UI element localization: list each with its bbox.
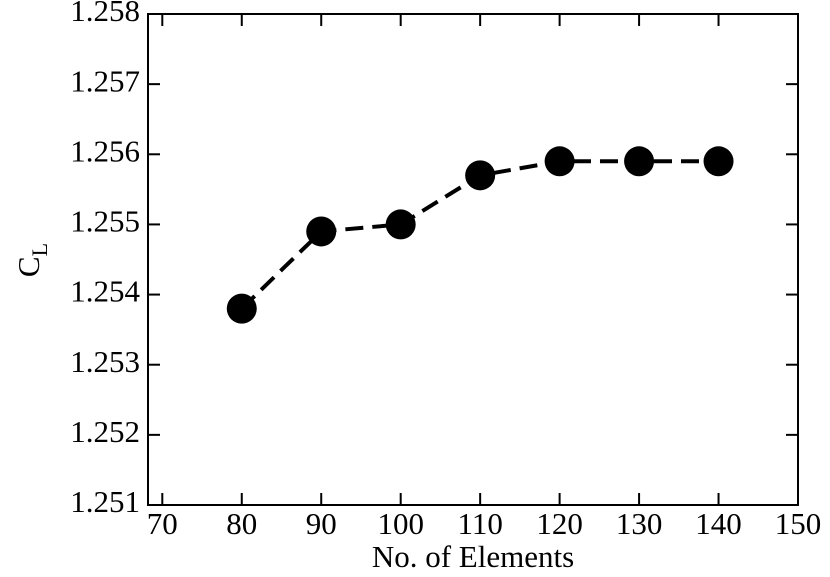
- data-point: [306, 216, 337, 247]
- x-tick-label: 70: [147, 506, 178, 541]
- x-tick-label: 90: [306, 506, 337, 541]
- data-point: [385, 209, 416, 240]
- data-point: [624, 146, 655, 177]
- x-axis-label: No. of Elements: [372, 539, 574, 574]
- y-tick-label: 1.251: [70, 484, 140, 519]
- y-tick-label: 1.252: [70, 414, 140, 449]
- y-tick-label: 1.253: [70, 344, 140, 379]
- y-tick-label: 1.257: [70, 63, 140, 98]
- y-axis-label-sub: L: [27, 243, 52, 256]
- y-tick-label: 1.254: [70, 274, 140, 309]
- y-tick-label: 1.255: [70, 204, 140, 239]
- plot-frame: [147, 13, 799, 506]
- data-point: [703, 146, 734, 177]
- y-axis-label: CL: [11, 243, 52, 277]
- x-tick-label: 110: [457, 506, 502, 541]
- x-tick-label: 120: [536, 506, 583, 541]
- x-tick-label: 100: [377, 506, 424, 541]
- x-tick-label: 150: [775, 506, 822, 541]
- x-tick-label: 130: [616, 506, 663, 541]
- data-point: [465, 160, 496, 191]
- y-axis-label-main: C: [11, 256, 46, 277]
- x-tick-label: 140: [695, 506, 742, 541]
- data-point: [544, 146, 575, 177]
- x-tick-label: 80: [226, 506, 257, 541]
- y-tick-label: 1.258: [70, 0, 140, 28]
- y-tick-label: 1.256: [70, 133, 140, 168]
- data-point: [226, 293, 257, 324]
